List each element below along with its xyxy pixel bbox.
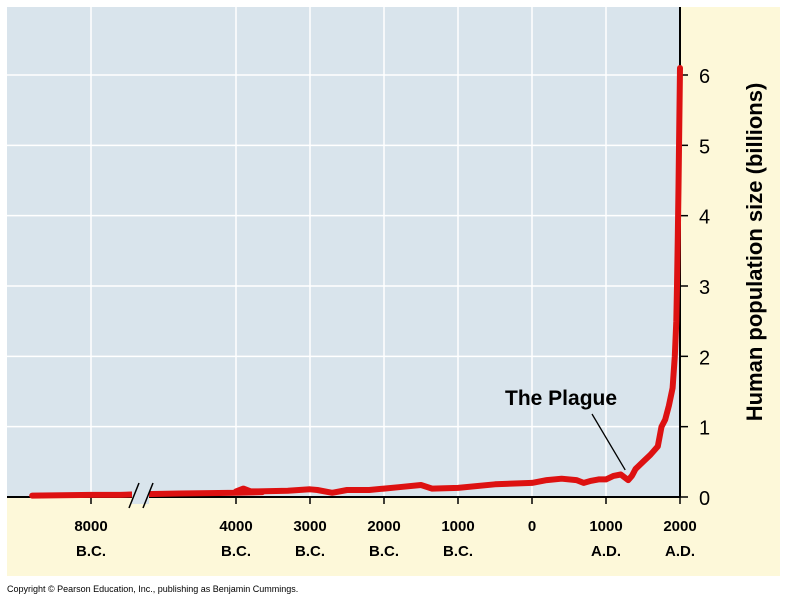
y-tick-label: 2 xyxy=(699,347,710,369)
plague-annotation-label: The Plague xyxy=(505,387,617,410)
y-axis-panel xyxy=(680,7,780,576)
x-tick-label: 4000 xyxy=(219,518,252,535)
plague-leader-line xyxy=(591,413,626,471)
y-tick-label: 1 xyxy=(699,418,710,440)
axis-break-mark xyxy=(142,482,154,509)
x-tick-label: 0 xyxy=(528,518,536,535)
x-tick-era-label: B.C. xyxy=(369,543,399,560)
x-ticks: 8000 B.C. 4000 B.C. 3000 B.C. 2000 B.C. 1000 B.C.… xyxy=(74,497,697,560)
annotations: The Plague xyxy=(505,387,626,471)
plot-area xyxy=(7,7,680,497)
x-tick-era-label: A.D. xyxy=(591,543,621,560)
x-tick-label: 3000 xyxy=(293,518,326,535)
x-tick-label: 2000 xyxy=(663,518,696,535)
y-tick-label: 3 xyxy=(699,277,710,299)
gridlines xyxy=(7,7,680,497)
population-series-line xyxy=(29,65,683,499)
x-tick-era-label: B.C. xyxy=(76,543,106,560)
y-tick-label: 5 xyxy=(699,136,710,158)
x-tick-era-label: B.C. xyxy=(295,543,325,560)
x-tick-label: 8000 xyxy=(74,518,107,535)
x-tick-era-label: A.D. xyxy=(665,543,695,560)
y-tick-label: 4 xyxy=(699,207,710,229)
copyright-footer: Copyright © Pearson Education, Inc., pub… xyxy=(7,584,298,594)
x-tick-era-label: B.C. xyxy=(221,543,251,560)
x-tick-label: 1000 xyxy=(589,518,622,535)
x-tick-era-label: B.C. xyxy=(443,543,473,560)
axis-break xyxy=(128,482,154,509)
y-tick-label: 6 xyxy=(699,66,710,88)
axis-break-mark xyxy=(128,482,140,509)
y-axis-label: Human population size (billions) xyxy=(742,83,767,422)
series-layer xyxy=(29,65,683,499)
x-tick-label: 1000 xyxy=(441,518,474,535)
x-axis-panel xyxy=(7,497,680,576)
y-tick-label: 0 xyxy=(699,488,710,510)
x-tick-label: 2000 xyxy=(367,518,400,535)
